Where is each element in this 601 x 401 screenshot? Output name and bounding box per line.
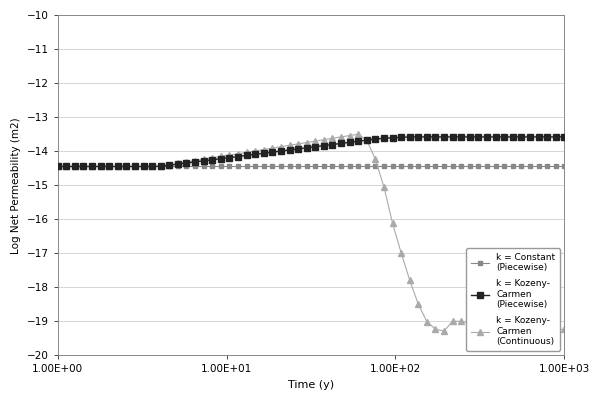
k = Kozeny-
Carmen
(Continuous) bbox=[140, 164, 147, 169]
k = Constant
(Piecewise) bbox=[54, 164, 61, 169]
k = Kozeny-
Carmen
(Piecewise) bbox=[183, 161, 190, 166]
k = Constant
(Piecewise) bbox=[561, 164, 568, 169]
k = Kozeny-
Carmen
(Piecewise) bbox=[372, 137, 379, 142]
Line: k = Kozeny-
Carmen
(Continuous): k = Kozeny- Carmen (Continuous) bbox=[55, 132, 567, 334]
k = Kozeny-
Carmen
(Continuous) bbox=[355, 132, 362, 137]
k = Constant
(Piecewise) bbox=[217, 164, 224, 169]
Y-axis label: Log Net Permeability (m2): Log Net Permeability (m2) bbox=[11, 117, 21, 253]
Legend: k = Constant
(Piecewise), k = Kozeny-
Carmen
(Piecewise), k = Kozeny-
Carmen
(Co: k = Constant (Piecewise), k = Kozeny- Ca… bbox=[466, 248, 560, 351]
Line: k = Kozeny-
Carmen
(Piecewise): k = Kozeny- Carmen (Piecewise) bbox=[55, 134, 567, 170]
X-axis label: Time (y): Time (y) bbox=[288, 380, 334, 390]
k = Kozeny-
Carmen
(Continuous) bbox=[183, 160, 190, 164]
k = Kozeny-
Carmen
(Continuous) bbox=[226, 153, 233, 158]
k = Kozeny-
Carmen
(Continuous) bbox=[441, 328, 448, 333]
k = Constant
(Piecewise) bbox=[140, 164, 147, 169]
k = Kozeny-
Carmen
(Piecewise) bbox=[200, 158, 207, 163]
k = Kozeny-
Carmen
(Continuous) bbox=[217, 154, 224, 159]
Line: k = Constant
(Piecewise): k = Constant (Piecewise) bbox=[55, 164, 567, 169]
k = Kozeny-
Carmen
(Piecewise) bbox=[226, 155, 233, 160]
k = Constant
(Piecewise) bbox=[226, 164, 233, 169]
k = Kozeny-
Carmen
(Continuous) bbox=[561, 327, 568, 332]
k = Constant
(Piecewise) bbox=[200, 164, 207, 169]
k = Kozeny-
Carmen
(Piecewise) bbox=[140, 164, 147, 169]
k = Constant
(Piecewise) bbox=[183, 164, 190, 169]
k = Kozeny-
Carmen
(Piecewise) bbox=[217, 156, 224, 161]
k = Kozeny-
Carmen
(Piecewise) bbox=[561, 134, 568, 139]
k = Kozeny-
Carmen
(Continuous) bbox=[380, 185, 388, 190]
k = Kozeny-
Carmen
(Piecewise) bbox=[54, 164, 61, 169]
k = Kozeny-
Carmen
(Continuous) bbox=[54, 164, 61, 169]
k = Kozeny-
Carmen
(Continuous) bbox=[200, 157, 207, 162]
k = Kozeny-
Carmen
(Piecewise) bbox=[406, 134, 413, 139]
k = Constant
(Piecewise) bbox=[372, 164, 379, 169]
